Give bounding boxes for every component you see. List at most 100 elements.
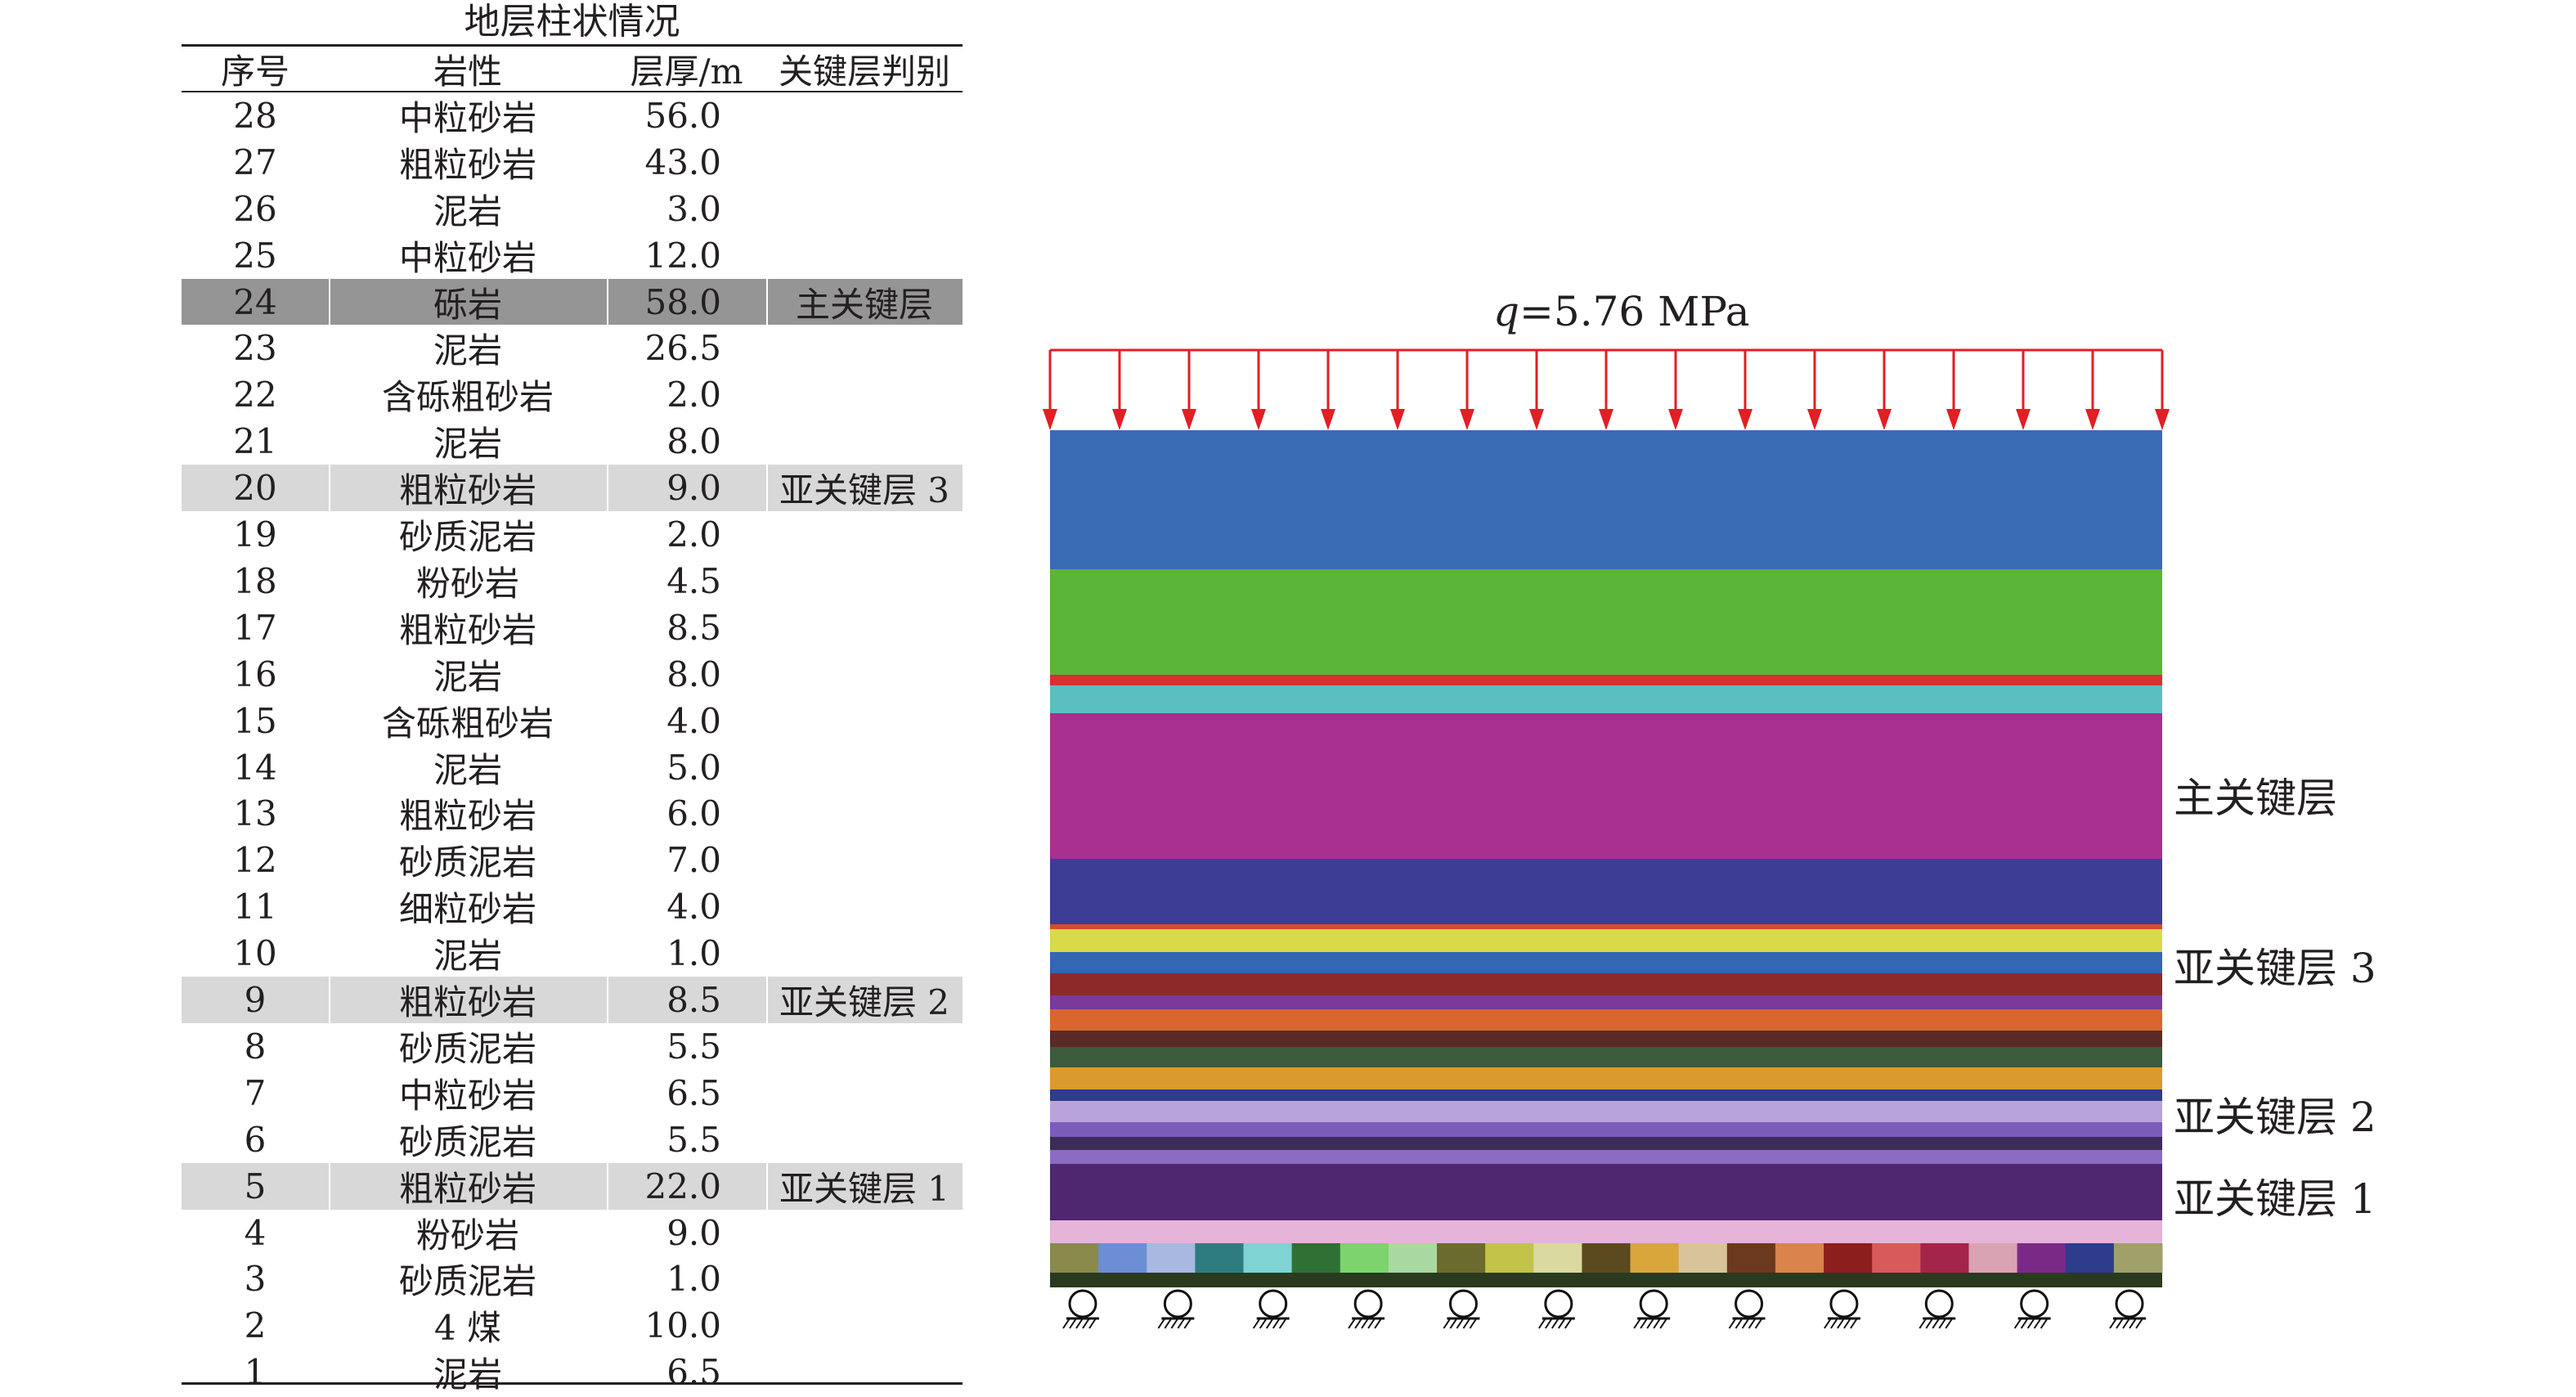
roller-support xyxy=(1163,1289,1192,1318)
table-row: 25 中粒砂岩 12.0 xyxy=(182,232,963,279)
support-hatch xyxy=(1932,1318,1941,1329)
row-key-layer xyxy=(766,92,963,139)
load-arrow-head xyxy=(1321,409,1335,430)
row-number: 9 xyxy=(244,980,267,1021)
row-number: 5 xyxy=(244,1166,267,1206)
support-hatch xyxy=(1252,1318,1261,1329)
column-divider xyxy=(607,977,608,1023)
row-key-layer xyxy=(766,418,963,465)
support-hatch xyxy=(1183,1318,1192,1329)
support-hatch xyxy=(2020,1318,2029,1329)
stratum-boundary xyxy=(1050,924,2162,929)
load-arrow-head xyxy=(1599,409,1613,430)
coal-seam-cell xyxy=(1775,1243,1824,1273)
support-hatch xyxy=(1824,1318,1832,1329)
coal-seam-cell xyxy=(1533,1243,1582,1273)
model-svg xyxy=(1043,348,2170,1329)
row-thickness: 3.0 xyxy=(666,188,721,229)
support-hatch xyxy=(1449,1318,1458,1329)
row-number: 27 xyxy=(233,141,277,182)
column-divider xyxy=(329,977,330,1023)
table-row: 23 泥岩 26.5 xyxy=(182,326,963,372)
stratum-band xyxy=(1050,1067,2162,1089)
table-row: 13 粗粒砂岩 6.0 xyxy=(182,791,963,838)
row-number: 28 xyxy=(233,95,277,136)
header-number: 序号 xyxy=(220,51,289,92)
column-divider xyxy=(766,1162,768,1210)
row-key-layer xyxy=(766,698,963,744)
support-hatch xyxy=(1278,1318,1287,1329)
row-key-layer: 亚关键层 2 xyxy=(779,982,950,1023)
row-thickness: 9.0 xyxy=(666,468,721,509)
row-number: 22 xyxy=(233,375,277,416)
row-thickness: 22.0 xyxy=(644,1166,721,1206)
stratum-band xyxy=(1050,995,2162,1009)
row-lithology: 中粒砂岩 xyxy=(398,1075,536,1116)
table-row: 7 中粒砂岩 6.5 xyxy=(182,1070,963,1116)
support-hatch xyxy=(1259,1318,1268,1329)
row-key-layer: 亚关键层 1 xyxy=(779,1168,950,1209)
row-thickness: 9.0 xyxy=(666,1212,721,1253)
row-thickness: 1.0 xyxy=(666,933,721,974)
row-thickness: 26.5 xyxy=(644,328,721,369)
support-hatch xyxy=(1082,1318,1090,1329)
support-hatch xyxy=(1157,1318,1166,1329)
row-lithology: 泥岩 xyxy=(433,749,502,790)
support-hatch xyxy=(1272,1318,1281,1329)
coal-seam-cell xyxy=(2017,1243,2067,1273)
header-key-layer: 关键层判别 xyxy=(778,51,950,92)
load-arrow-head xyxy=(1460,409,1474,430)
load-arrow-head xyxy=(1043,409,1057,430)
coal-seam-cell xyxy=(1824,1243,1873,1273)
support-hatch xyxy=(1265,1318,1274,1329)
support-hatch xyxy=(2129,1318,2137,1329)
column-divider xyxy=(329,1162,330,1210)
row-lithology: 泥岩 xyxy=(433,936,502,977)
row-lithology: 中粒砂岩 xyxy=(398,97,536,138)
row-key-layer xyxy=(766,558,963,604)
coal-seam-cell xyxy=(1920,1243,1969,1273)
load-arrow-head xyxy=(1390,409,1405,430)
table-row: 11 细粒砂岩 4.0 xyxy=(182,883,963,930)
floor-stratum xyxy=(1050,1273,2162,1287)
load-arrow-head xyxy=(1946,409,1961,430)
row-thickness: 56.0 xyxy=(644,95,721,136)
support-hatch xyxy=(2013,1318,2022,1329)
column-divider xyxy=(607,1162,608,1210)
stratum-band xyxy=(1050,1164,2162,1220)
stratum-band xyxy=(1050,1122,2162,1137)
top-rule xyxy=(182,44,963,47)
row-thickness: 5.0 xyxy=(666,747,721,788)
load-arrow-head xyxy=(1877,409,1892,430)
stratum-band xyxy=(1050,1150,2162,1164)
row-number: 6 xyxy=(244,1119,267,1160)
row-thickness: 5.5 xyxy=(666,1026,721,1067)
support-hatch xyxy=(1367,1318,1376,1329)
table-row: 16 泥岩 8.0 xyxy=(182,651,963,698)
coal-seam-cell xyxy=(1485,1243,1534,1273)
column-divider xyxy=(329,278,330,326)
stratum-band xyxy=(1050,1101,2162,1122)
support-hatch xyxy=(1925,1318,1934,1329)
table-row: 17 粗粒砂岩 8.5 xyxy=(182,604,963,651)
support-hatch xyxy=(1945,1318,1954,1329)
row-thickness: 8.0 xyxy=(666,421,721,462)
coal-seam-cell xyxy=(1437,1243,1486,1273)
row-thickness: 12.0 xyxy=(644,235,721,276)
header-lithology: 岩性 xyxy=(433,51,502,92)
table-row: 20 粗粒砂岩 9.0 亚关键层 3 xyxy=(182,465,963,512)
support-hatch xyxy=(1843,1318,1851,1329)
load-arrow-head xyxy=(2155,409,2170,430)
load-symbol: q xyxy=(1493,288,1520,335)
stratum-band xyxy=(1050,859,2162,929)
row-key-layer xyxy=(766,1070,963,1116)
table-row: 22 含砾粗砂岩 2.0 xyxy=(182,371,963,418)
table-row: 8 砂质泥岩 5.5 xyxy=(182,1023,963,1070)
stratum-band xyxy=(1050,1031,2162,1047)
stratum-band xyxy=(1050,1047,2162,1067)
table-row: 2 4 煤 10.0 xyxy=(182,1302,963,1349)
column-divider xyxy=(329,465,330,512)
header-rule xyxy=(182,91,963,92)
support-hatch xyxy=(1069,1318,1077,1329)
row-key-layer xyxy=(766,883,963,930)
